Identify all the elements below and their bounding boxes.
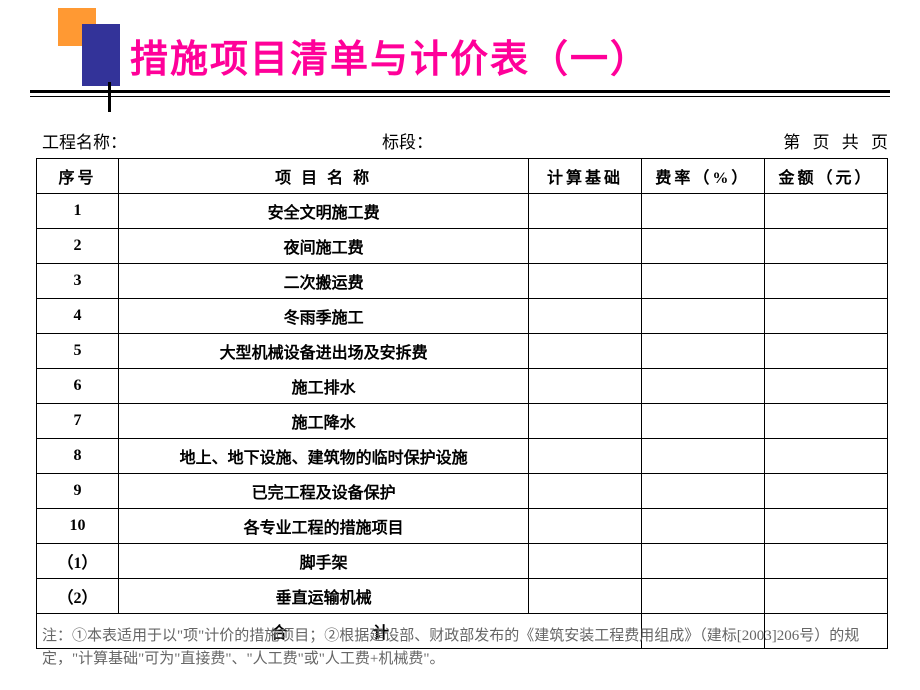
cell-rate [641,579,764,614]
cell-basis [529,369,642,404]
cell-basis [529,544,642,579]
cell-seq: 4 [37,299,119,334]
cell-name: 二次搬运费 [119,264,529,299]
cell-basis [529,404,642,439]
cell-basis [529,579,642,614]
col-header-name: 项 目 名 称 [119,159,529,194]
cell-seq: 8 [37,439,119,474]
cell-seq: 3 [37,264,119,299]
table-row: 9已完工程及设备保护 [37,474,888,509]
cell-name: 地上、地下设施、建筑物的临时保护设施 [119,439,529,474]
footnote: 注：①本表适用于以"项"计价的措施项目；②根据建设部、财政部发布的《建筑安装工程… [42,625,887,670]
cell-rate [641,474,764,509]
cell-name: 冬雨季施工 [119,299,529,334]
page-label: 第 页 共 页 [783,128,892,153]
cell-name: 夜间施工费 [119,229,529,264]
col-header-seq: 序号 [37,159,119,194]
col-header-basis: 计算基础 [529,159,642,194]
cell-amount [764,404,887,439]
table-row: 1安全文明施工费 [37,194,888,229]
cell-basis [529,229,642,264]
cell-basis [529,194,642,229]
cell-rate [641,369,764,404]
cell-basis [529,334,642,369]
horizontal-line-thin [30,96,890,97]
table-header-row: 序号 项 目 名 称 计算基础 费率（%） 金额（元） [37,159,888,194]
cell-basis [529,439,642,474]
cell-basis [529,299,642,334]
cell-basis [529,264,642,299]
table-row: 2夜间施工费 [37,229,888,264]
table-row: 4冬雨季施工 [37,299,888,334]
cell-rate [641,509,764,544]
cell-basis [529,509,642,544]
horizontal-line-thick [30,90,890,93]
cell-seq: 10 [37,509,119,544]
cell-basis [529,474,642,509]
cell-seq: 1 [37,194,119,229]
cell-rate [641,229,764,264]
vertical-line [108,82,111,112]
section-label: 标段： [382,128,433,153]
cell-amount [764,439,887,474]
col-header-amount: 金额（元） [764,159,887,194]
table-row: 10各专业工程的措施项目 [37,509,888,544]
page-title: 措施项目清单与计价表（一） [130,28,650,83]
cell-seq: 5 [37,334,119,369]
cell-name: 已完工程及设备保护 [119,474,529,509]
cell-amount [764,579,887,614]
purple-square [82,24,120,86]
table-row: 5大型机械设备进出场及安拆费 [37,334,888,369]
table-row: 7施工降水 [37,404,888,439]
table-row: 3二次搬运费 [37,264,888,299]
cell-amount [764,299,887,334]
cell-name: 安全文明施工费 [119,194,529,229]
cell-amount [764,369,887,404]
cell-name: 垂直运输机械 [119,579,529,614]
cell-seq: 9 [37,474,119,509]
cell-amount [764,194,887,229]
cell-name: 大型机械设备进出场及安拆费 [119,334,529,369]
cell-amount [764,334,887,369]
table-row: （1）脚手架 [37,544,888,579]
cell-rate [641,439,764,474]
project-name-label: 工程名称： [42,128,127,153]
cell-rate [641,404,764,439]
cell-amount [764,474,887,509]
cell-amount [764,509,887,544]
col-header-rate: 费率（%） [641,159,764,194]
cell-seq: （2） [37,579,119,614]
cell-rate [641,544,764,579]
cell-seq: 2 [37,229,119,264]
cell-seq: 6 [37,369,119,404]
pricing-table: 序号 项 目 名 称 计算基础 费率（%） 金额（元） 1安全文明施工费2夜间施… [36,158,888,649]
cell-seq: （1） [37,544,119,579]
table-row: （2）垂直运输机械 [37,579,888,614]
table-row: 8地上、地下设施、建筑物的临时保护设施 [37,439,888,474]
cell-rate [641,264,764,299]
cell-rate [641,299,764,334]
cell-amount [764,264,887,299]
cell-seq: 7 [37,404,119,439]
cell-rate [641,334,764,369]
cell-name: 脚手架 [119,544,529,579]
cell-rate [641,194,764,229]
cell-name: 施工排水 [119,369,529,404]
cell-amount [764,544,887,579]
table-row: 6施工排水 [37,369,888,404]
cell-name: 施工降水 [119,404,529,439]
cell-name: 各专业工程的措施项目 [119,509,529,544]
cell-amount [764,229,887,264]
